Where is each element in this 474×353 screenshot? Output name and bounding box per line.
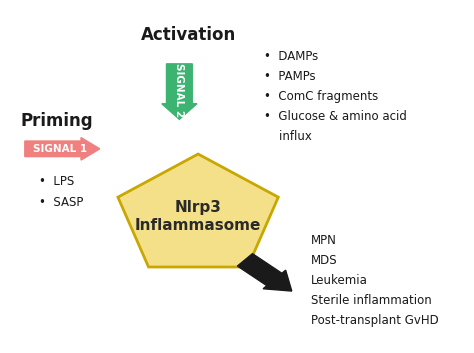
Text: •  LPS
•  SASP: • LPS • SASP: [39, 175, 83, 209]
Text: Priming: Priming: [20, 112, 93, 130]
FancyArrow shape: [237, 254, 292, 291]
Text: •  DAMPs
•  PAMPs
•  ComC fragments
•  Glucose & amino acid
    influx: • DAMPs • PAMPs • ComC fragments • Gluco…: [264, 50, 407, 143]
Polygon shape: [118, 154, 278, 267]
Text: Nlrp3
Inflammasome: Nlrp3 Inflammasome: [135, 200, 261, 233]
Text: SIGNAL 2: SIGNAL 2: [174, 63, 184, 117]
Text: Activation: Activation: [141, 26, 237, 44]
FancyArrow shape: [25, 138, 100, 160]
FancyArrow shape: [162, 64, 197, 119]
Text: MPN
MDS
Leukemia
Sterile inflammation
Post-transplant GvHD: MPN MDS Leukemia Sterile inflammation Po…: [310, 234, 438, 327]
Text: SIGNAL 1: SIGNAL 1: [33, 144, 87, 154]
